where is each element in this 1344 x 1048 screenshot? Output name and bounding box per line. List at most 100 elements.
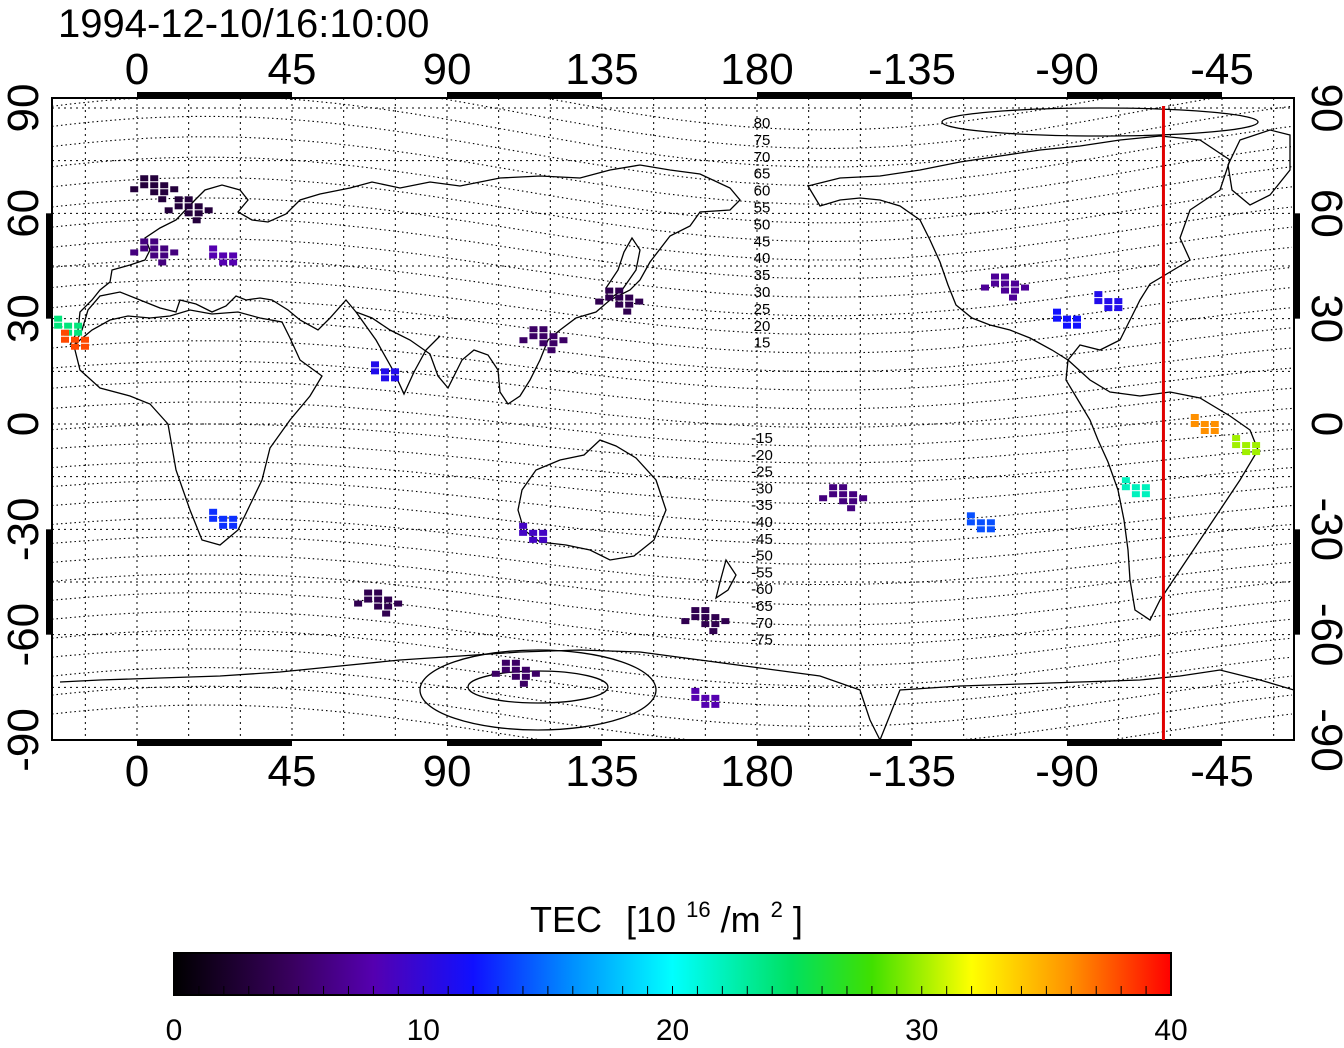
mag-lat-label: 70 — [754, 149, 771, 166]
tec-cell — [71, 343, 79, 350]
tec-cell — [71, 336, 79, 343]
tec-cell — [204, 207, 213, 214]
tec-cell — [839, 491, 848, 498]
tec-cell — [1094, 291, 1103, 298]
frame-bar-bottom — [447, 740, 602, 746]
tec-cell — [391, 368, 399, 375]
mag-lat-line — [52, 115, 1293, 187]
tec-cell — [605, 294, 614, 301]
mag-lat-line — [52, 177, 1293, 242]
coastline-eurasia — [69, 164, 741, 405]
tec-cell — [1104, 305, 1113, 312]
tec-cell — [74, 322, 83, 329]
tec-cell — [170, 186, 179, 193]
tec-cell — [701, 694, 710, 701]
tec-cell — [391, 375, 399, 382]
tec-cell — [529, 326, 538, 333]
tec-cell — [1242, 442, 1251, 449]
coastline-south-america — [1065, 358, 1259, 621]
tec-cell — [519, 529, 528, 536]
coastlines — [59, 129, 1294, 740]
tec-cell — [839, 498, 848, 505]
tec-cell — [976, 526, 985, 533]
tec-cell — [364, 589, 373, 596]
frame-bar-bottom — [1067, 740, 1222, 746]
tec-cell — [559, 337, 568, 344]
axis-labels: 0045459090135135180180-135-135-90-90-45-… — [0, 45, 1344, 796]
frame-bar-right — [1294, 213, 1300, 319]
tec-cell — [623, 308, 632, 315]
mag-lat-label: -50 — [751, 548, 773, 565]
tec-cell — [539, 529, 548, 536]
coastline-india — [355, 311, 441, 396]
tec-cell — [1141, 484, 1150, 491]
tec-cell — [625, 294, 634, 301]
coastline-australia — [517, 439, 667, 561]
lon-tick-top: 0 — [125, 45, 149, 94]
mag-lat-line — [52, 401, 1293, 447]
tec-cell — [371, 361, 379, 368]
frame-bar-top — [757, 92, 912, 98]
tec-cell — [1021, 284, 1029, 291]
mag-lat-line — [435, 98, 1218, 149]
tec-cell — [150, 238, 159, 245]
tec-cell — [394, 600, 403, 607]
tec-cell — [1114, 305, 1123, 312]
tec-cell — [615, 294, 624, 301]
mag-lat-label: -35 — [751, 497, 773, 514]
frame-bar-top — [137, 92, 292, 98]
mag-lat-line — [52, 360, 1293, 410]
lat-tick-left: -90 — [0, 708, 48, 772]
tec-cell — [140, 182, 149, 189]
tec-cell — [547, 347, 556, 354]
tec-cell — [701, 607, 710, 614]
mag-lat-line — [52, 197, 1293, 261]
tec-cell — [1001, 273, 1009, 280]
mag-lat-label: 55 — [754, 200, 771, 217]
tec-cell — [966, 512, 975, 519]
tec-cell — [1011, 287, 1019, 294]
tec-cell — [635, 298, 644, 305]
tec-cell — [174, 196, 183, 203]
tec-cell — [711, 701, 720, 708]
tec-cell — [54, 322, 63, 329]
tec-cell — [491, 670, 500, 677]
mag-lat-line — [52, 442, 1293, 484]
tec-cell — [1232, 442, 1241, 449]
mag-lat-line — [52, 423, 1293, 464]
tec-cell — [1063, 315, 1071, 322]
tec-cell — [849, 491, 858, 498]
tec-cell — [174, 203, 183, 210]
tec-cell — [709, 628, 718, 635]
lat-tick-right: -60 — [1302, 603, 1344, 667]
tec-cell — [1210, 421, 1219, 427]
mag-lat-label: 80 — [754, 115, 771, 132]
colorbar: TEC [10 16 /m 2 ] 0 10 20 30 40 — [166, 897, 1188, 1047]
mag-lat-label: -75 — [751, 632, 773, 649]
tec-cell — [64, 322, 73, 329]
tec-cell — [384, 603, 393, 610]
lat-tick-left: -30 — [0, 498, 48, 562]
coastline-japan — [605, 236, 641, 302]
tec-cell — [150, 182, 159, 189]
colorbar-tick-label: 40 — [1154, 1014, 1187, 1047]
tec-cell — [219, 522, 228, 529]
lon-tick-bottom: -135 — [868, 747, 956, 796]
tec-cell — [1001, 287, 1009, 294]
tec-cell — [539, 333, 548, 340]
tec-cell — [374, 603, 383, 610]
tec-cell — [374, 589, 383, 596]
tec-cell — [691, 694, 700, 701]
tec-cell — [519, 337, 528, 344]
tec-cell — [1104, 298, 1113, 305]
tec-cell — [61, 329, 69, 336]
tec-cell — [1242, 449, 1251, 456]
tec-cell — [164, 207, 173, 214]
coastline-africa — [73, 309, 323, 546]
tec-cell — [209, 508, 218, 515]
tec-cell — [150, 252, 159, 259]
tec-cell — [384, 596, 393, 603]
tec-cell — [521, 666, 530, 673]
tec-cell — [721, 618, 730, 625]
timestamp: 1994-12-10/16:10:00 — [58, 2, 429, 46]
